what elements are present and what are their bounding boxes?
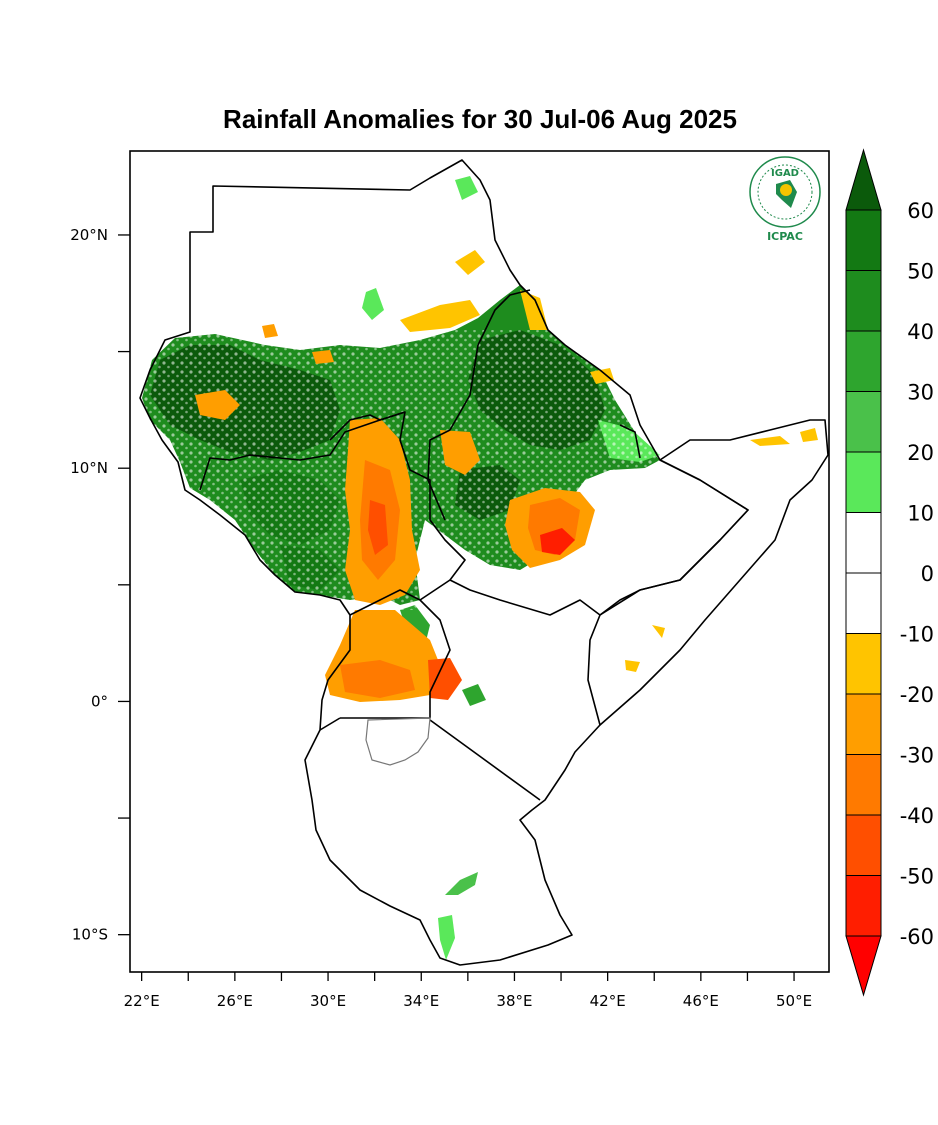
colorbar-bin (845, 330, 882, 392)
colorbar-bin (845, 572, 882, 634)
colorbar-label: -50 (900, 865, 934, 889)
colorbar-label: -10 (900, 623, 934, 647)
y-tick-label: 20°N (70, 226, 108, 244)
lake-victoria (365, 717, 431, 766)
colorbar-bin (845, 209, 882, 271)
colorbar-bin (845, 693, 882, 755)
colorbar-label: 50 (907, 260, 934, 284)
country-boundaries (139, 159, 829, 966)
map-title: Rainfall Anomalies for 30 Jul-06 Aug 202… (223, 104, 737, 134)
colorbar-label: 30 (907, 381, 934, 405)
colorbar-bin (845, 814, 882, 876)
colorbar-bin (845, 270, 882, 332)
y-tick-label: 10°N (70, 459, 108, 477)
colorbar-max-arrow (845, 148, 882, 211)
y-axis: 20°N 10°N 0° 10°S (70, 226, 130, 944)
colorbar-label: 60 (907, 199, 934, 223)
colorbar-label: -60 (900, 925, 934, 949)
colorbar-bin (845, 391, 882, 453)
logo-bottom-text: ICPAC (767, 230, 803, 243)
x-tick-label: 50°E (776, 992, 812, 1010)
igad-icpac-logo: IGAD ICPAC (749, 156, 821, 243)
x-tick-label: 42°E (590, 992, 626, 1010)
colorbar-label: 10 (907, 502, 934, 526)
y-tick-label: 0° (91, 692, 108, 710)
colorbar-label: 20 (907, 441, 934, 465)
colorbar-bin (845, 754, 882, 816)
colorbar: 60 50 40 30 20 10 0 -10 -20 -30 -40 -50 -60 (845, 148, 934, 997)
x-axis: 22°E 26°E 30°E 34°E 38°E 42°E 46°E 50°E (124, 972, 812, 1010)
x-tick-label: 46°E (683, 992, 719, 1010)
colorbar-min-arrow (845, 935, 882, 997)
colorbar-bin (845, 633, 882, 695)
x-tick-label: 34°E (403, 992, 439, 1010)
colorbar-bin (845, 451, 882, 513)
colorbar-label: -20 (900, 683, 934, 707)
x-tick-label: 30°E (310, 992, 346, 1010)
colorbar-bin (845, 875, 882, 937)
anomaly-field (142, 176, 818, 960)
colorbar-bin (845, 512, 882, 574)
colorbar-label: -40 (900, 804, 934, 828)
colorbar-label: 40 (907, 320, 934, 344)
x-tick-label: 38°E (496, 992, 532, 1010)
colorbar-label: 0 (921, 562, 934, 586)
x-tick-label: 26°E (217, 992, 253, 1010)
y-tick-label: 10°S (72, 926, 108, 944)
logo-top-text: IGAD (771, 168, 799, 179)
x-tick-label: 22°E (124, 992, 160, 1010)
colorbar-label: -30 (900, 744, 934, 768)
negative-anomaly-areas (195, 250, 818, 702)
